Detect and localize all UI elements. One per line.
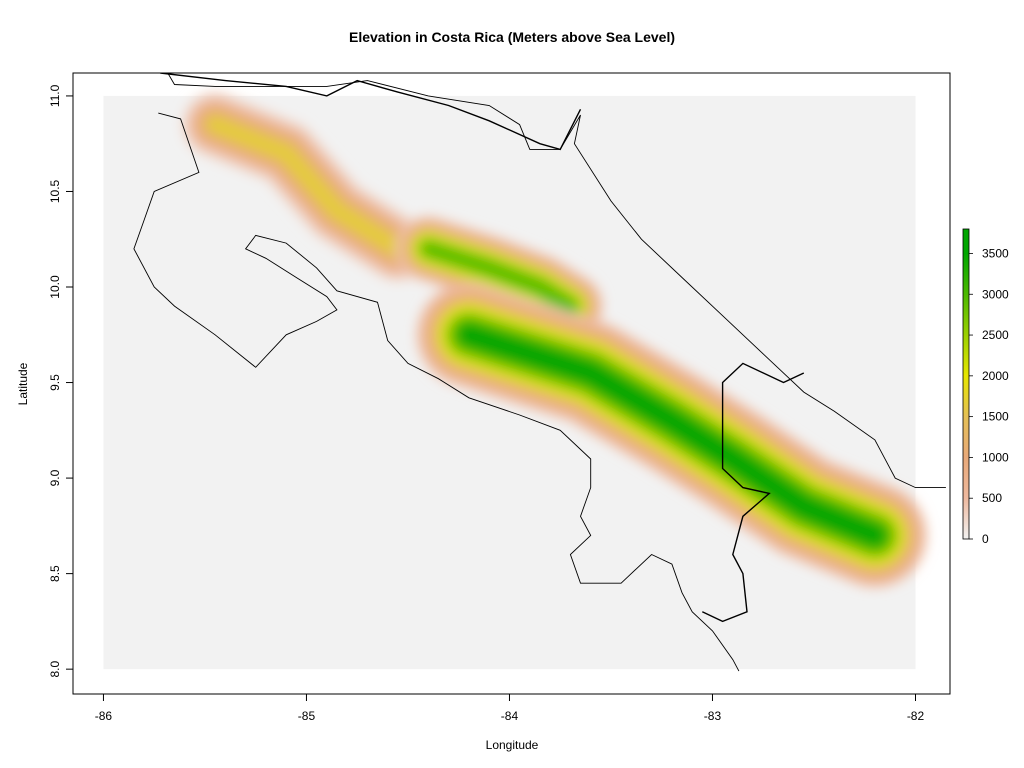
x-tick-label: -83 bbox=[704, 709, 722, 723]
border-0 bbox=[160, 73, 582, 151]
colorbar-bar bbox=[962, 228, 970, 540]
elevation-ridges bbox=[182, 92, 927, 588]
y-tick-label: 9.5 bbox=[48, 374, 62, 391]
ridge-band-0-6 bbox=[208, 117, 405, 256]
colorbar-tick-label: 3000 bbox=[982, 287, 1009, 301]
colorbar-tick-label: 3500 bbox=[982, 246, 1009, 260]
y-tick-label: 11.0 bbox=[48, 84, 62, 107]
border-1 bbox=[702, 362, 805, 623]
coastline-1 bbox=[167, 73, 946, 489]
x-axis-label: Longitude bbox=[486, 738, 539, 752]
y-tick-label: 8.0 bbox=[48, 660, 62, 677]
x-tick-label: -86 bbox=[95, 709, 113, 723]
y-axis-label: Latitude bbox=[16, 362, 30, 405]
y-tick-label: 10.5 bbox=[48, 179, 62, 203]
elevation-raster bbox=[103, 92, 927, 670]
y-tick-label: 8.5 bbox=[48, 565, 62, 582]
colorbar-tick-label: 1000 bbox=[982, 450, 1009, 464]
chart-title: Elevation in Costa Rica (Meters above Se… bbox=[349, 29, 675, 45]
x-tick-label: -84 bbox=[501, 709, 519, 723]
y-axis: 8.0 8.5 9.0 9.5 10.0 10.5 11.0 bbox=[48, 84, 74, 678]
colorbar-legend: 0 500 1000 1500 2000 2500 3000 3500 bbox=[962, 228, 1009, 546]
y-tick-label: 9.0 bbox=[48, 469, 62, 486]
colorbar-tick-label: 500 bbox=[982, 491, 1002, 505]
colorbar-tick-label: 0 bbox=[982, 532, 989, 546]
colorbar-tick-label: 2000 bbox=[982, 369, 1009, 383]
colorbar-tick-label: 1500 bbox=[982, 410, 1009, 424]
x-axis: -86 -85 -84 -83 -82 bbox=[95, 693, 925, 723]
ridge-band-2-6 bbox=[457, 323, 886, 547]
y-tick-label: 10.0 bbox=[48, 275, 62, 299]
colorbar-tick-label: 2500 bbox=[982, 328, 1009, 342]
x-tick-label: -82 bbox=[907, 709, 925, 723]
coastline-border-lines bbox=[133, 73, 946, 672]
x-tick-label: -85 bbox=[298, 709, 316, 723]
ridge-band-1-6 bbox=[421, 241, 578, 313]
coastline-0 bbox=[133, 112, 740, 672]
